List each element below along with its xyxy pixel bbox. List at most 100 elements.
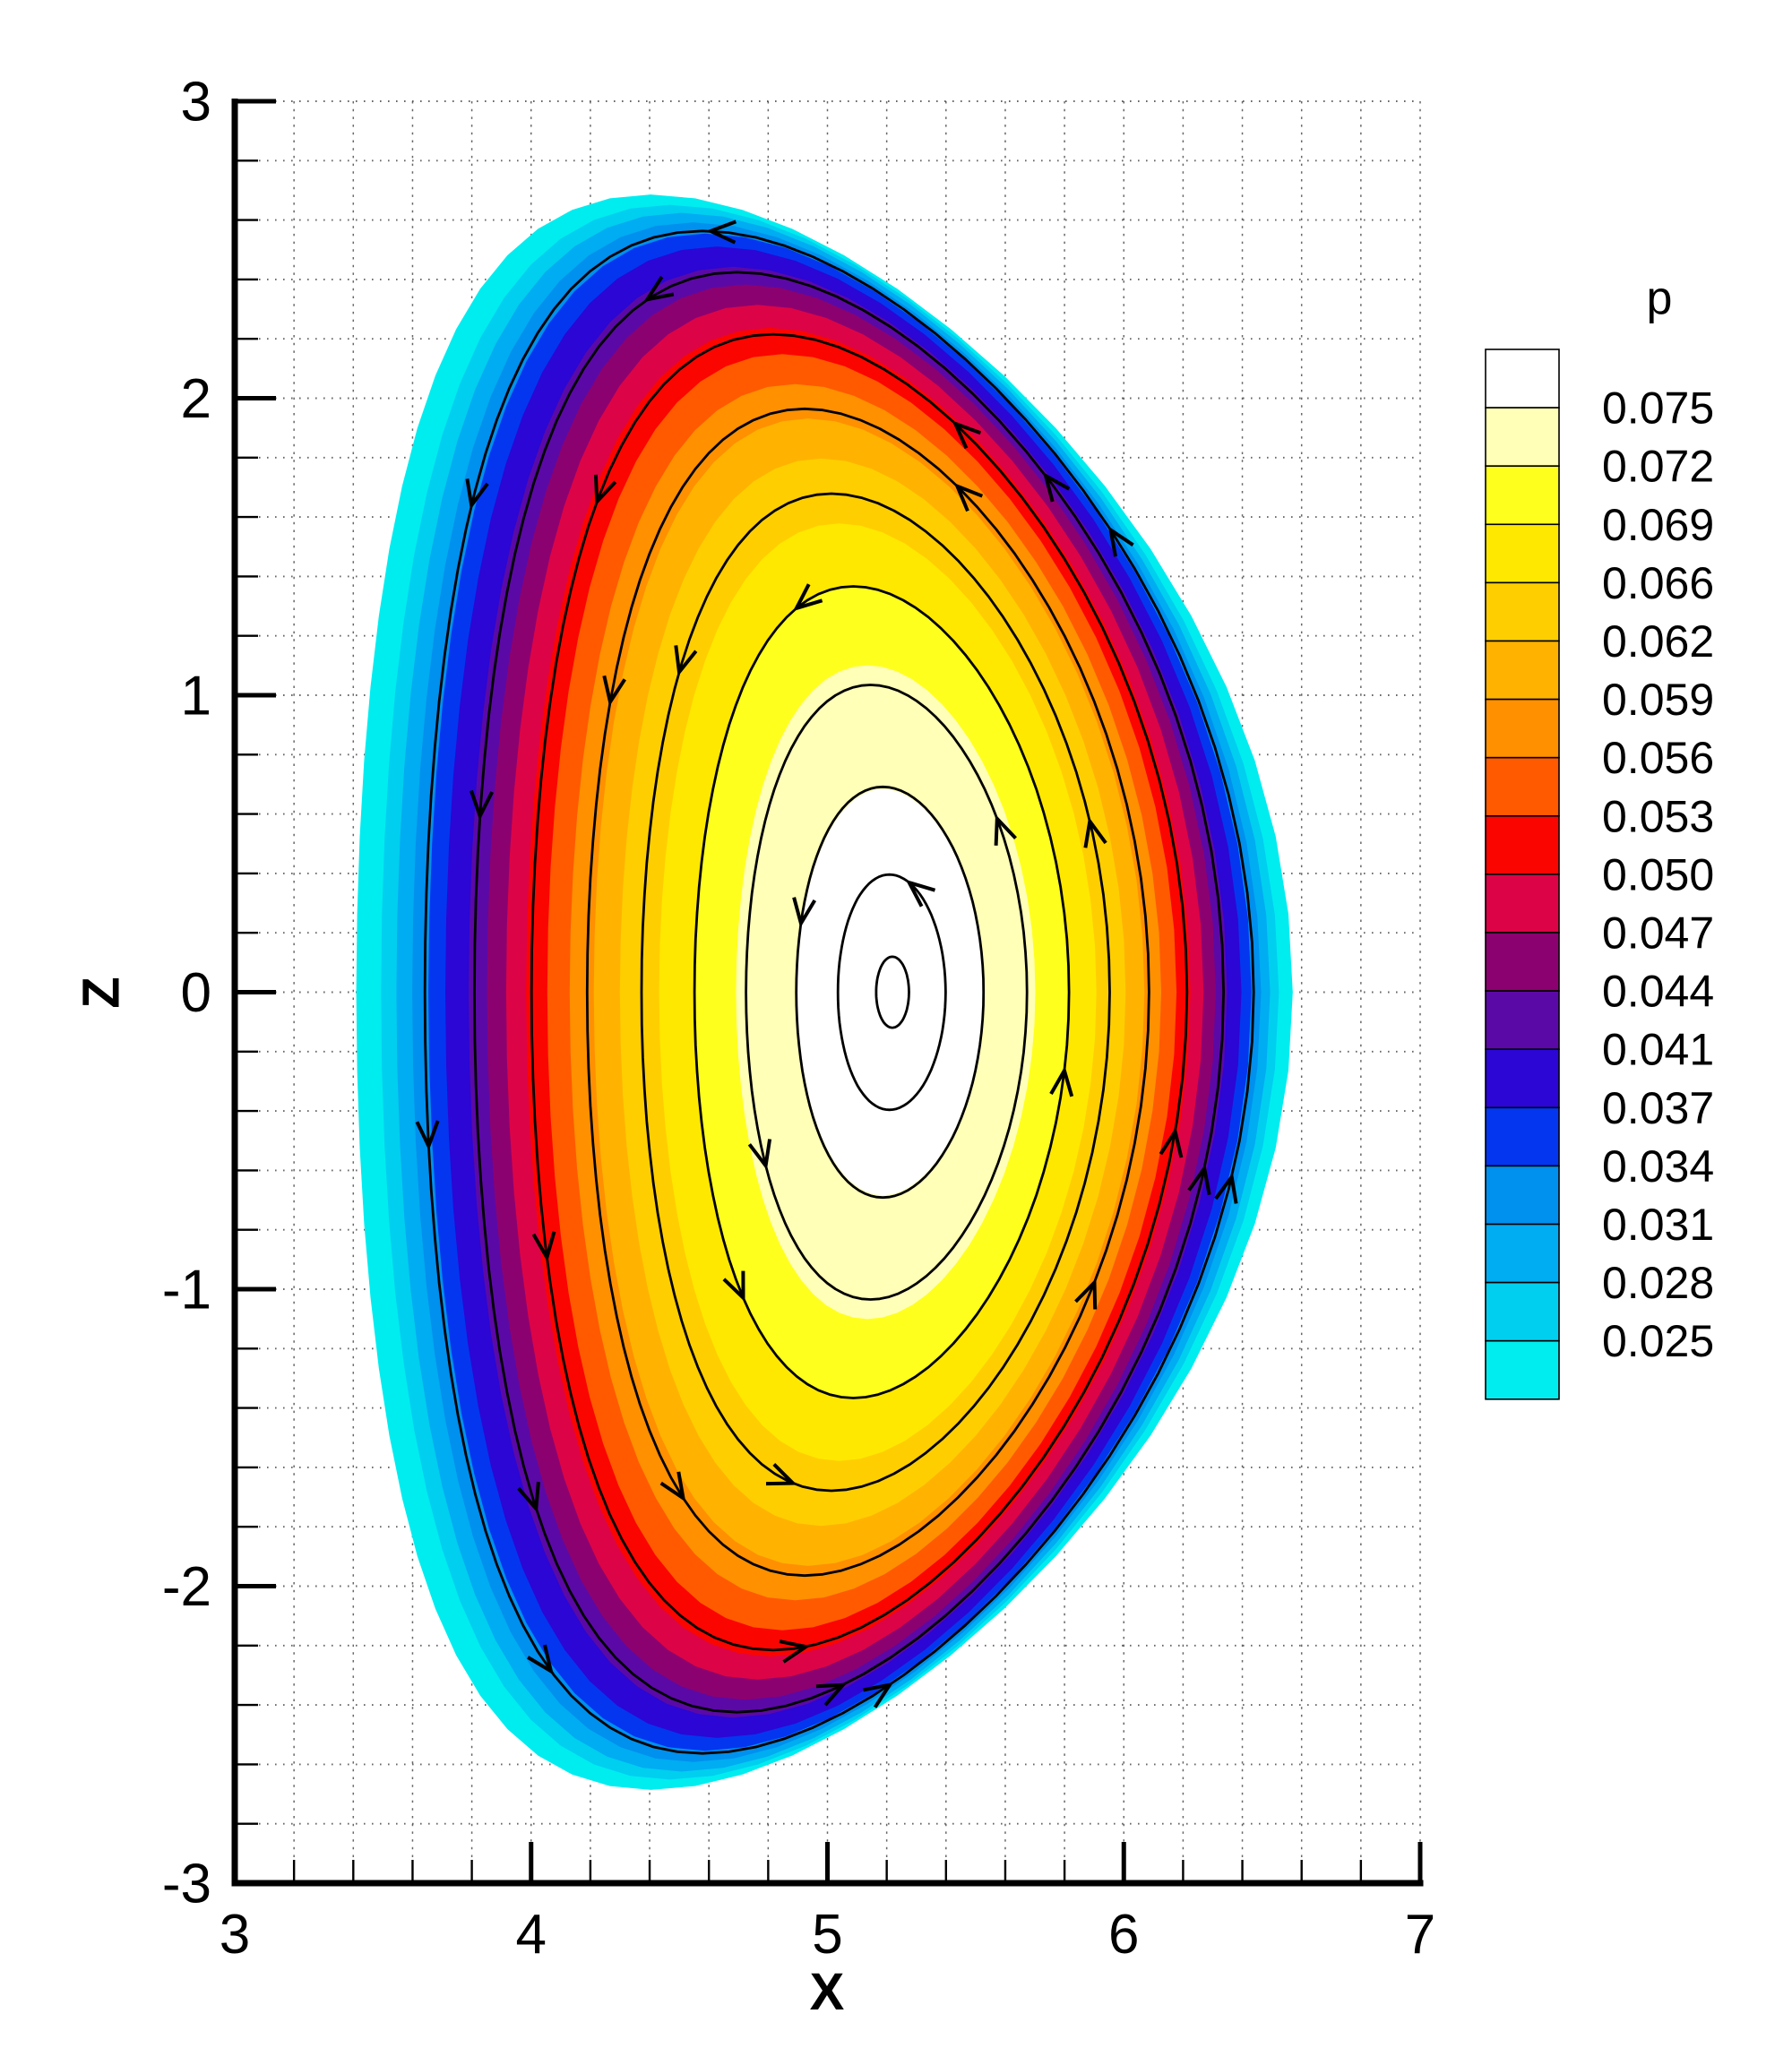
flow-arrowhead <box>792 583 823 612</box>
flow-arrowhead <box>470 789 494 822</box>
colorbar-cell <box>1485 756 1560 817</box>
x-tick-label: 5 <box>812 1904 842 1966</box>
colorbar-tick-label: 0.072 <box>1602 442 1714 492</box>
colorbar-tick-label: 0.053 <box>1602 791 1714 841</box>
streamline <box>874 955 910 1029</box>
colorbar-cell <box>1485 523 1560 584</box>
x-tick-label: 4 <box>516 1904 547 1966</box>
z-tick-label: -2 <box>162 1556 211 1618</box>
z-tick-label: 2 <box>181 368 211 430</box>
flow-arrowhead <box>517 1481 540 1513</box>
colorbar-tick-label: 0.047 <box>1602 908 1714 959</box>
colorbar-cell <box>1485 1048 1560 1109</box>
colorbar-tick-label: 0.028 <box>1602 1258 1714 1308</box>
colorbar-tick-label: 0.069 <box>1602 500 1714 550</box>
flow-arrowhead <box>465 478 489 510</box>
colorbar-cell <box>1485 349 1560 409</box>
z-tick-label: 0 <box>181 962 211 1024</box>
flow-arrowhead <box>593 474 617 506</box>
streamline <box>836 873 947 1112</box>
colorbar-cell <box>1485 640 1560 701</box>
flow-arrowhead <box>953 483 984 512</box>
colorbar: 0.075 0.072 0.069 0.066 0.062 0.059 0.056 0.053… <box>1485 349 1714 1400</box>
flow-arrowhead <box>792 897 817 928</box>
flow-arrowhead <box>722 1270 745 1303</box>
flow-arrowhead <box>643 276 675 303</box>
colorbar-tick-label: 0.031 <box>1602 1200 1714 1250</box>
flow-arrowhead <box>1214 1172 1238 1204</box>
x-tick-label: 7 <box>1405 1904 1435 1966</box>
flow-arrowhead <box>1074 1278 1098 1310</box>
contour-band <box>797 788 983 1196</box>
flow-arrowhead <box>1107 526 1134 557</box>
colorbar-cell <box>1485 407 1560 468</box>
colorbar-title: p <box>1647 272 1673 324</box>
z-tick-label: -3 <box>162 1854 211 1915</box>
streamline <box>745 684 1029 1301</box>
flow-arrowhead <box>747 1139 772 1171</box>
flow-arrowhead <box>1049 1065 1074 1097</box>
flow-arrowhead <box>952 420 982 450</box>
flow-arrowhead <box>602 675 626 707</box>
flow-arrowhead <box>1159 1126 1184 1158</box>
streamline <box>693 585 1071 1399</box>
colorbar-cell <box>1485 990 1560 1050</box>
z-tick-labels: 3 2 1 0 -1 -2 -3 <box>162 72 211 1915</box>
z-axis-title: Z <box>72 977 130 1008</box>
colorbar-cell <box>1485 814 1560 875</box>
flow-arrowhead <box>779 1639 811 1664</box>
colorbar-tick-label: 0.062 <box>1602 616 1714 667</box>
flow-arrowhead <box>706 219 737 245</box>
flow-arrowhead <box>531 1231 556 1262</box>
flow-arrowhead <box>765 1462 797 1486</box>
flux-streamlines <box>423 229 1255 1755</box>
colorbar-cell <box>1485 1281 1560 1342</box>
flow-arrowhead <box>1042 471 1071 503</box>
colorbar-tick-label: 0.050 <box>1602 849 1714 899</box>
colorbar-tick-label: 0.056 <box>1602 733 1714 783</box>
flow-arrowhead <box>815 1682 848 1707</box>
streamline <box>795 785 986 1200</box>
x-axis-title: X <box>810 1963 845 2021</box>
colorbar-tick-label: 0.034 <box>1602 1141 1714 1192</box>
pressure-contour-bands <box>356 194 1293 1790</box>
z-tick-label: 3 <box>181 72 211 133</box>
flow-arrowhead <box>863 1682 894 1708</box>
flow-arrowhead <box>659 1471 686 1502</box>
colorbar-tick-label: 0.075 <box>1602 383 1714 434</box>
colorbar-cell <box>1485 698 1560 759</box>
z-ticks <box>235 99 276 1886</box>
colorbar-tick-label: 0.066 <box>1602 558 1714 608</box>
streamline <box>640 492 1111 1493</box>
flow-arrowhead <box>527 1644 554 1675</box>
colorbar-cell <box>1485 1106 1560 1167</box>
streamline-arrows <box>415 219 1238 1708</box>
z-tick-label: 1 <box>181 666 211 727</box>
x-tick-label: 3 <box>220 1904 250 1966</box>
colorbar-tick-label: 0.037 <box>1602 1083 1714 1133</box>
colorbar-cell <box>1485 1223 1560 1284</box>
colorbar-tick-label: 0.059 <box>1602 675 1714 725</box>
colorbar-cell <box>1485 1165 1560 1226</box>
streamline <box>473 271 1225 1714</box>
flow-arrowhead <box>415 1120 440 1151</box>
colorbar-cell <box>1485 465 1560 526</box>
colorbar-cell <box>1485 581 1560 642</box>
x-tick-label: 6 <box>1108 1904 1139 1966</box>
x-ticks <box>232 1842 1423 1883</box>
x-tick-labels: 3 4 5 6 7 <box>220 1904 1435 1966</box>
colorbar-tick-label: 0.025 <box>1602 1316 1714 1366</box>
colorbar-tick-label: 0.041 <box>1602 1025 1714 1075</box>
colorbar-cell <box>1485 873 1560 934</box>
flow-arrowhead <box>905 879 936 908</box>
z-tick-label: -1 <box>162 1260 211 1321</box>
streamline <box>423 229 1255 1755</box>
colorbar-cell <box>1485 932 1560 992</box>
colorbar-cell <box>1485 1339 1560 1400</box>
flow-arrowhead <box>1187 1164 1211 1195</box>
flow-arrowhead <box>674 645 698 677</box>
colorbar-tick-label: 0.044 <box>1602 967 1714 1017</box>
flow-arrowhead <box>994 813 1017 846</box>
